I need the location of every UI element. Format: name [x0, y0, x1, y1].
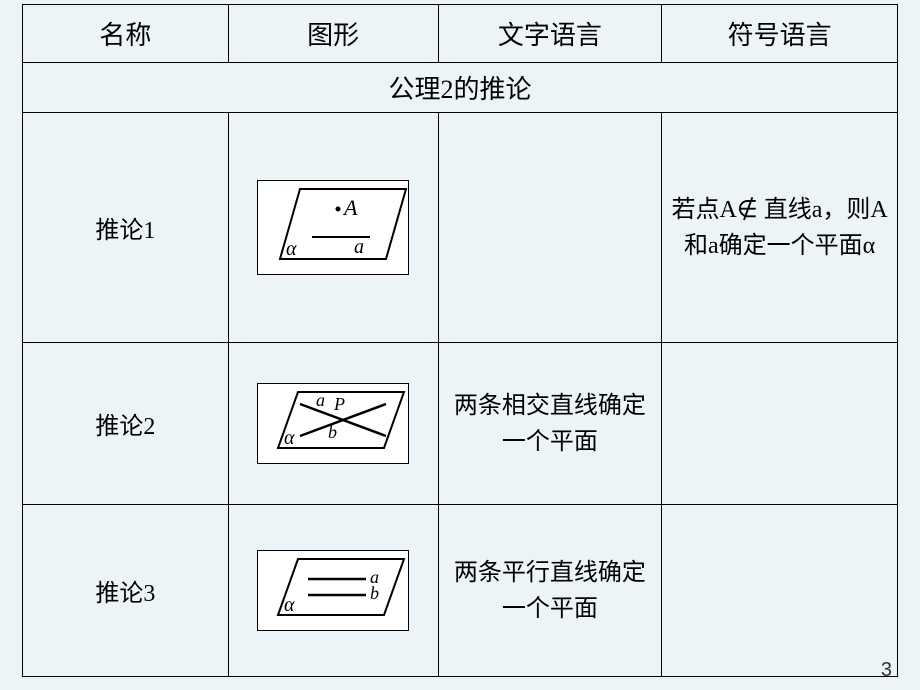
figure-1-icon: α a A — [257, 180, 409, 275]
row2-name: 推论2 — [23, 343, 229, 505]
row1-symbollang: 若点A∉ 直线a，则A和a确定一个平面α — [662, 113, 898, 343]
hdr-name: 名称 — [23, 5, 229, 63]
svg-text:α: α — [284, 594, 295, 616]
row3-symbollang — [662, 505, 898, 677]
row3-name: 推论3 — [23, 505, 229, 677]
row1-figure-cell: α a A — [228, 113, 438, 343]
row-corollary-2: 推论2 α a P b 两条相交直线确定一个平面 — [23, 343, 898, 505]
corollary-table: 名称 图形 文字语言 符号语言 公理2的推论 推论1 α a A 若点A∉ 直线… — [22, 4, 898, 677]
row-corollary-1: 推论1 α a A 若点A∉ 直线a，则A和a确定一个平面α — [23, 113, 898, 343]
svg-text:b: b — [328, 422, 337, 442]
svg-text:A: A — [342, 195, 358, 220]
figure-2-icon: α a P b — [257, 383, 409, 464]
row2-figure-cell: α a P b — [228, 343, 438, 505]
hdr-symbollang: 符号语言 — [662, 5, 898, 63]
svg-text:α: α — [284, 427, 295, 449]
page-number: 3 — [881, 659, 892, 682]
hdr-figure: 图形 — [228, 5, 438, 63]
figure-3-icon: α a b — [257, 550, 409, 631]
svg-text:α: α — [286, 238, 297, 260]
svg-text:a: a — [354, 236, 364, 258]
svg-text:P: P — [333, 394, 345, 414]
row1-name: 推论1 — [23, 113, 229, 343]
row3-figure-cell: α a b — [228, 505, 438, 677]
svg-text:b: b — [370, 583, 379, 603]
row2-textlang: 两条相交直线确定一个平面 — [438, 343, 662, 505]
svg-text:a: a — [316, 390, 325, 410]
row1-textlang — [438, 113, 662, 343]
hdr-textlang: 文字语言 — [438, 5, 662, 63]
row-corollary-3: 推论3 α a b 两条平行直线确定一个平面 — [23, 505, 898, 677]
header-row: 名称 图形 文字语言 符号语言 — [23, 5, 898, 63]
section-title: 公理2的推论 — [23, 63, 898, 113]
row3-textlang: 两条平行直线确定一个平面 — [438, 505, 662, 677]
row2-symbollang — [662, 343, 898, 505]
section-title-row: 公理2的推论 — [23, 63, 898, 113]
